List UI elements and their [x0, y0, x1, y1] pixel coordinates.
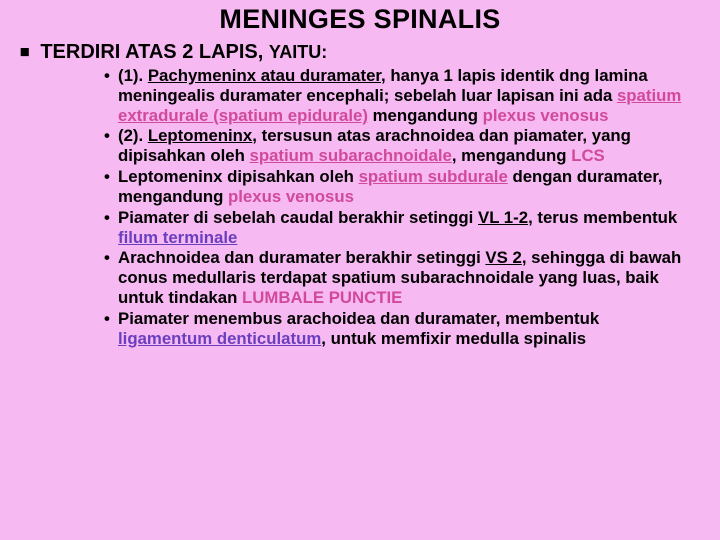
- accent-term: plexus venosus: [483, 106, 609, 125]
- accent-term: filum terminale: [118, 228, 237, 247]
- list-item: Arachnoidea dan duramater berakhir setin…: [104, 248, 692, 307]
- slide: MENINGES SPINALIS ◆ TERDIRI ATAS 2 LAPIS…: [0, 0, 720, 540]
- diamond-icon: ◆: [16, 42, 36, 62]
- accent-term: LCS: [571, 146, 605, 165]
- bullet-list: (1). Pachymeninx atau duramater, hanya 1…: [104, 66, 692, 348]
- text: (2).: [118, 126, 148, 145]
- slide-title: MENINGES SPINALIS: [18, 4, 702, 35]
- accent-term: plexus venosus: [228, 187, 354, 206]
- text: Arachnoidea dan duramater berakhir setin…: [118, 248, 485, 267]
- accent-term: spatium subarachnoidale: [249, 146, 451, 165]
- text: , mengandung: [452, 146, 571, 165]
- list-item: (2). Leptomeninx, tersusun atas arachnoi…: [104, 126, 692, 166]
- text: (1).: [118, 66, 148, 85]
- text: , untuk memfixir medulla spinalis: [321, 329, 586, 348]
- text: mengandung: [368, 106, 483, 125]
- text: Piamater menembus arachoidea dan duramat…: [118, 309, 599, 328]
- list-item: Piamater di sebelah caudal berakhir seti…: [104, 208, 692, 248]
- underline-term: Leptomeninx: [148, 126, 252, 145]
- text: , terus membentuk: [528, 208, 677, 227]
- underline-term: VS 2: [485, 248, 521, 267]
- underline-term: Pachymeninx atau duramater: [148, 66, 381, 85]
- accent-term: ligamentum denticulatum: [118, 329, 321, 348]
- underline-term: VL 1-2: [478, 208, 528, 227]
- list-item: (1). Pachymeninx atau duramater, hanya 1…: [104, 66, 692, 125]
- accent-term: spatium subdurale: [359, 167, 508, 186]
- list-item: Piamater menembus arachoidea dan duramat…: [104, 309, 692, 349]
- text: Leptomeninx dipisahkan oleh: [118, 167, 359, 186]
- subhead-small: YAITU:: [269, 42, 327, 62]
- subheading: ◆ TERDIRI ATAS 2 LAPIS, YAITU:: [20, 41, 702, 64]
- list-item: Leptomeninx dipisahkan oleh spatium subd…: [104, 167, 692, 207]
- subhead-text: TERDIRI ATAS 2 LAPIS,: [40, 41, 269, 63]
- accent-term: LUMBALE PUNCTIE: [242, 288, 402, 307]
- text: Piamater di sebelah caudal berakhir seti…: [118, 208, 478, 227]
